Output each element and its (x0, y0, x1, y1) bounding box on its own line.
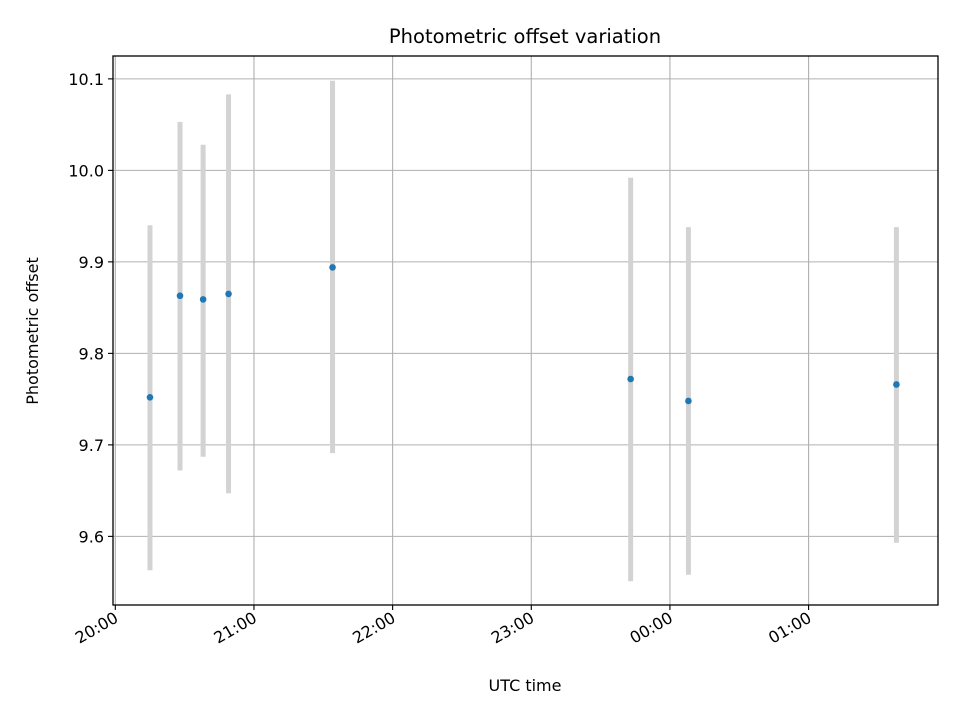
plot-frame (112, 55, 939, 606)
y-tick-label: 10.1 (68, 70, 104, 89)
y-tick-label: 9.9 (79, 253, 104, 272)
y-axis: 9.6 9.7 9.8 9.9 10.0 10.1 (68, 70, 113, 546)
data-point (199, 296, 207, 303)
data-point (176, 292, 184, 300)
data-point (225, 290, 232, 298)
data-points (146, 264, 900, 405)
data-point (146, 393, 154, 401)
chart-title: Photometric offset variation (389, 25, 661, 48)
data-point (627, 375, 634, 383)
grid (113, 56, 938, 605)
y-tick-label: 9.8 (79, 344, 104, 363)
y-tick-label: 10.0 (68, 161, 104, 180)
data-point (329, 264, 336, 271)
y-axis-title: Photometric offset (23, 257, 42, 405)
data-point (893, 381, 900, 388)
y-tick-label: 9.6 (79, 527, 104, 546)
y-tick-label: 9.7 (79, 436, 104, 455)
x-axis-title: UTC time (489, 676, 562, 695)
data-point (685, 397, 692, 405)
